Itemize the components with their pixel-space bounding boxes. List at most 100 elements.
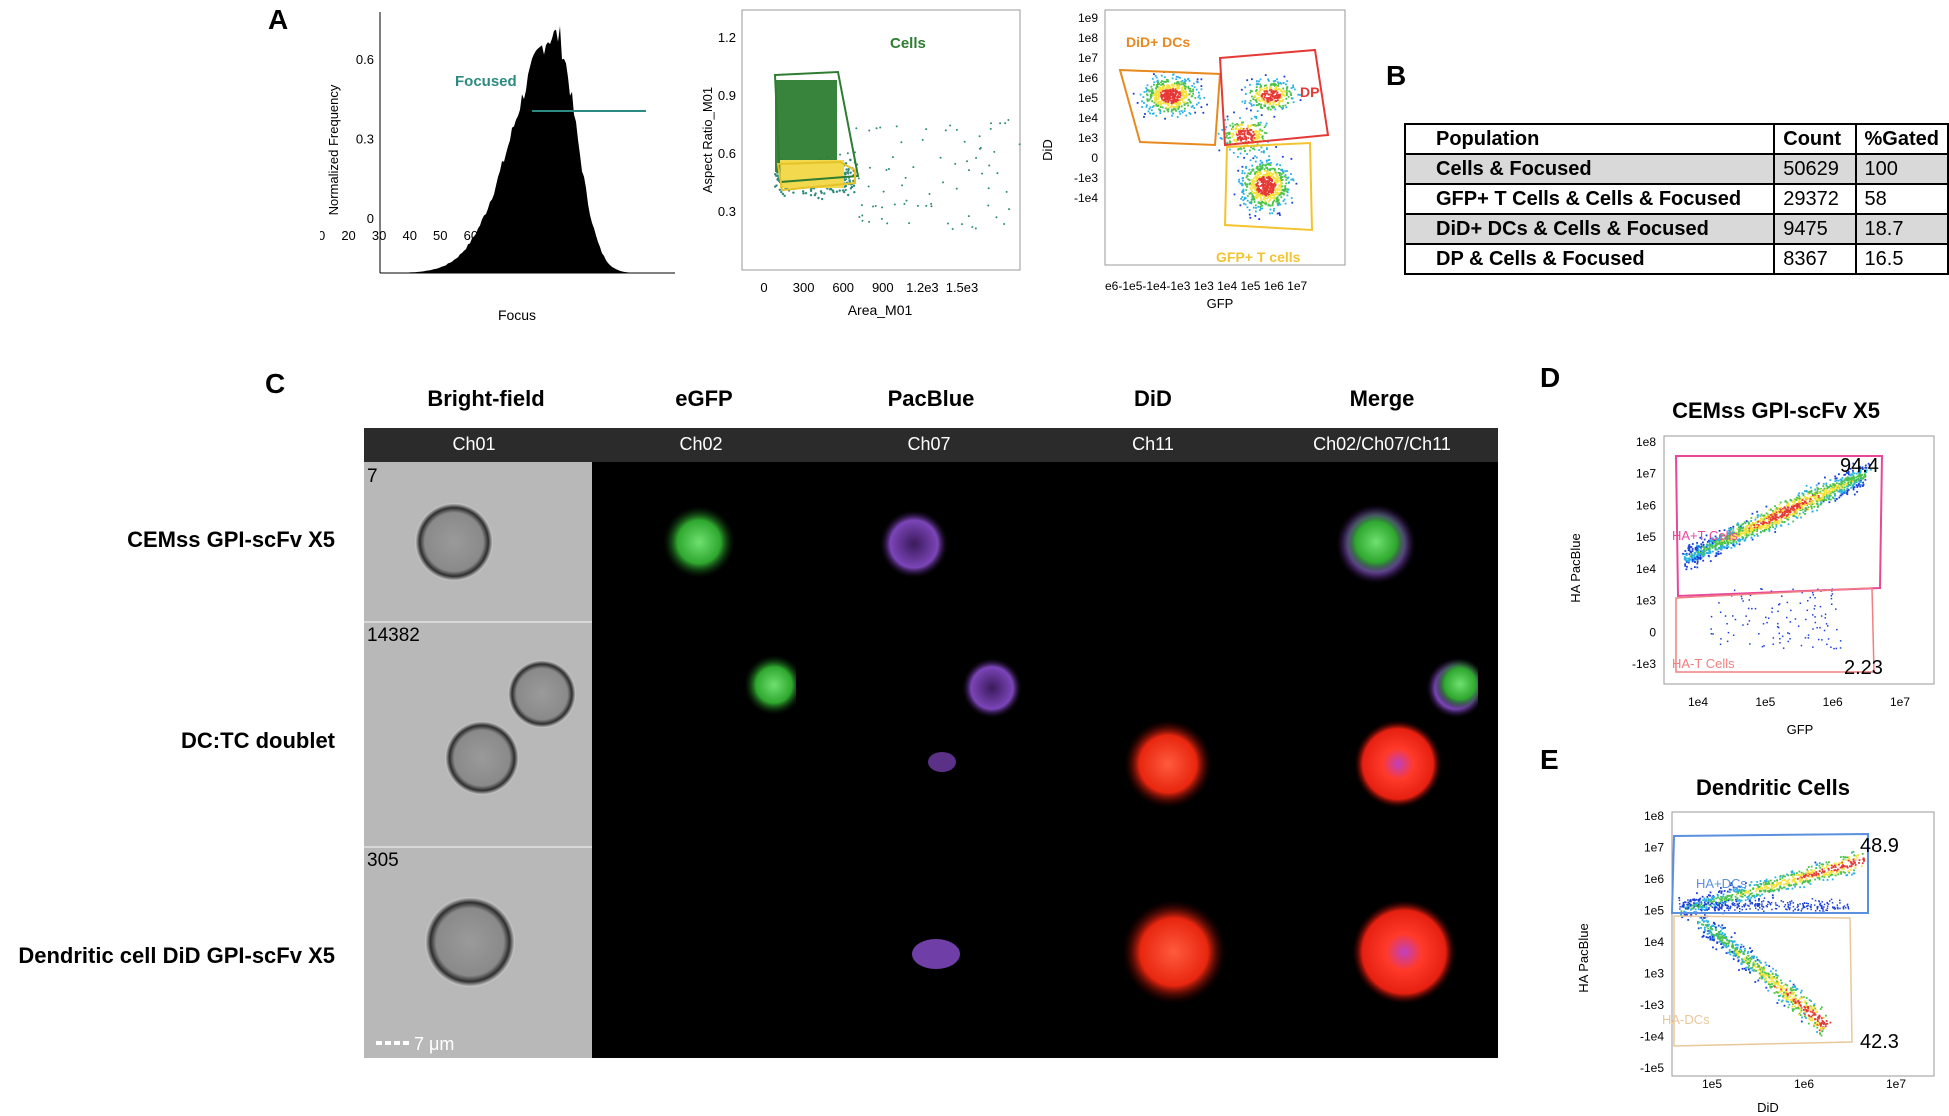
panel-d-point (1733, 589, 1736, 592)
panel-d-point (1693, 554, 1696, 557)
panel-d-point (1817, 499, 1820, 502)
panel-e-point (1696, 892, 1698, 895)
scatter2-point (1267, 200, 1270, 203)
panel-e-point (1754, 960, 1756, 963)
scatter2-point (1238, 131, 1240, 134)
panel-e-point (1829, 874, 1832, 877)
scatter2-point (1242, 121, 1245, 124)
panel-e-point (1796, 872, 1798, 875)
panel-e-point (1799, 997, 1801, 1000)
scatter2-point (1284, 202, 1287, 205)
scatter2-point (1163, 101, 1166, 104)
panel-e-point (1752, 888, 1754, 890)
panel-e-point (1741, 895, 1744, 898)
panel-d-point (1833, 647, 1835, 650)
panel-d-y-tick: 1e6 (1636, 498, 1656, 512)
scatter1-point (1004, 122, 1007, 125)
scatter2-point (1174, 91, 1177, 94)
panel-d-point (1825, 495, 1828, 497)
panel-e-point (1853, 854, 1856, 857)
panel-d-point (1811, 492, 1814, 495)
panel-d-point (1813, 608, 1816, 610)
scatter2-point (1281, 168, 1283, 171)
panel-d-point (1814, 488, 1817, 491)
panel-e-point (1731, 894, 1734, 896)
panel-d-point (1763, 519, 1766, 521)
panel-e-point (1767, 975, 1769, 977)
panel-e-point (1744, 890, 1747, 892)
panel-d-point (1688, 560, 1691, 563)
scatter2-point (1166, 96, 1169, 99)
panel-d-point (1840, 478, 1843, 481)
panel-d-point (1844, 477, 1847, 480)
panel-e-point (1783, 883, 1785, 886)
scatter2-point (1279, 164, 1281, 167)
panel-e-point (1704, 914, 1706, 916)
panel-e-point (1810, 1000, 1812, 1003)
panel-d-point (1697, 546, 1700, 549)
scatter2-point (1285, 188, 1287, 190)
scatter2-point (1279, 179, 1281, 182)
panel-e-point (1705, 907, 1708, 910)
panel-d-point (1780, 506, 1782, 509)
panel-d-point (1793, 508, 1796, 511)
scatter2-point (1259, 201, 1262, 204)
panel-d-point (1862, 483, 1865, 486)
scatter2-point (1161, 97, 1163, 100)
scale-bar-label: 7 μm (414, 1034, 454, 1054)
scatter1-frame (741, 9, 1021, 271)
panel-d-point (1731, 533, 1734, 536)
scatter2-point (1153, 101, 1156, 104)
panel-e-point (1728, 894, 1731, 897)
panel-e-point (1813, 872, 1815, 875)
panel-e-point (1766, 882, 1769, 885)
scatter2-point (1265, 192, 1268, 195)
scatter2-point (1182, 101, 1185, 103)
scatter2-point (1259, 121, 1262, 124)
panel-e-point (1765, 980, 1768, 983)
panel-e-point (1739, 948, 1742, 951)
panel-e-point (1758, 898, 1760, 900)
panel-e-point (1782, 994, 1785, 997)
scatter2-point (1155, 87, 1157, 90)
panel-d-point (1775, 524, 1778, 526)
panel-d-point (1738, 538, 1741, 540)
scatter2-point (1256, 195, 1259, 197)
panel-e-point (1808, 1015, 1811, 1018)
scatter2-point (1153, 73, 1155, 75)
panel-d-point (1775, 513, 1778, 516)
panel-e-point (1699, 897, 1702, 900)
panel-label-b: B (1386, 60, 1407, 91)
scatter2-point (1262, 185, 1265, 188)
panel-d-point (1768, 522, 1771, 525)
scatter2-point (1258, 169, 1260, 172)
panel-e-point (1791, 873, 1793, 876)
panel-d-point (1751, 521, 1754, 524)
panel-d-point (1786, 501, 1788, 504)
panel-e-point (1798, 1008, 1801, 1010)
scatter2-point (1254, 99, 1257, 101)
panel-e-point (1768, 883, 1770, 885)
panel-e-point (1709, 937, 1712, 940)
panel-e-point (1724, 926, 1726, 929)
scatter2-point (1197, 96, 1200, 99)
scatter2-point (1286, 194, 1289, 197)
panel-e-point (1779, 878, 1782, 881)
panel-e-point (1731, 943, 1734, 946)
scatter2-point (1241, 130, 1244, 132)
panel-e-point (1786, 995, 1789, 998)
scatter1-point (843, 172, 846, 176)
panel-d-point (1797, 494, 1800, 496)
scatter2-point (1275, 90, 1277, 92)
panel-d-point (1697, 556, 1700, 559)
panel-d-title: CEMss GPI-scFv X5 (1672, 398, 1880, 423)
panel-e-point (1790, 871, 1793, 873)
panel-e-point (1747, 961, 1750, 964)
scatter2-point (1149, 106, 1152, 109)
panel-d-point (1852, 487, 1855, 489)
scatter2-point (1261, 192, 1264, 194)
scatter2-point (1275, 181, 1278, 184)
scatter2-point (1252, 183, 1254, 185)
panel-d-point (1793, 498, 1796, 501)
panel-e-point (1774, 977, 1777, 980)
